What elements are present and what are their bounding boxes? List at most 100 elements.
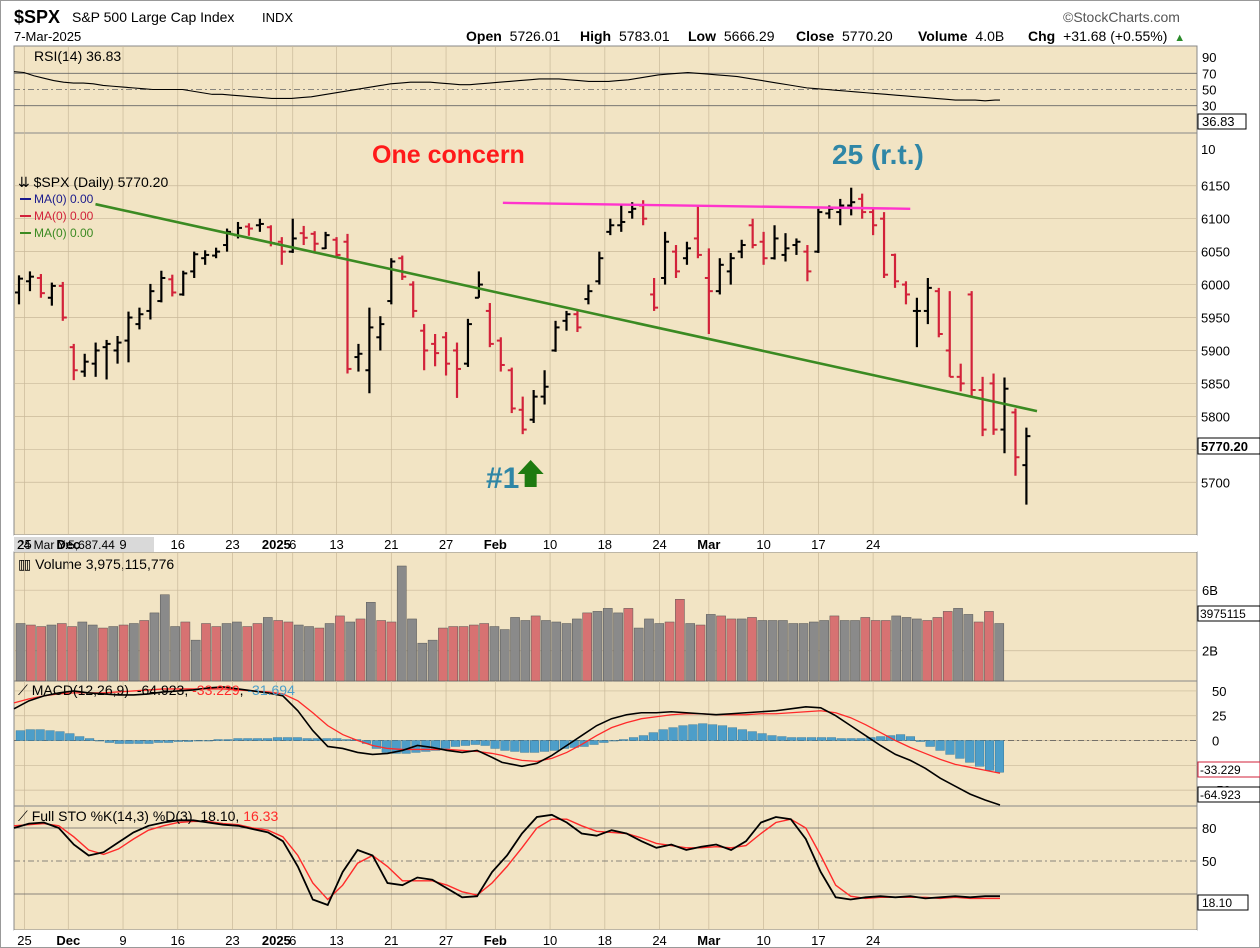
volume-bar xyxy=(129,623,139,682)
macd-hist-bar xyxy=(935,740,945,751)
macd-hist-bar xyxy=(342,739,352,741)
volume-bar xyxy=(664,621,675,682)
volume-bar xyxy=(56,623,67,682)
macd-hist-bar xyxy=(322,738,332,741)
volume-bar xyxy=(252,623,263,682)
volume-bar xyxy=(355,618,366,682)
price-x-axis-strip xyxy=(14,535,1197,552)
annotation-25-rt: 25 (r.t.) xyxy=(832,139,924,170)
volume-bar xyxy=(633,627,644,682)
volume-bar xyxy=(798,623,809,682)
macd-hist-bar xyxy=(460,740,470,746)
volume-bar xyxy=(530,615,541,682)
price-x-tick: Mar xyxy=(697,537,720,552)
macd-hist-bar xyxy=(183,740,194,742)
volume-bar xyxy=(541,620,551,682)
price-x-tick: 18 xyxy=(598,537,612,552)
sto-x-tick: 23 xyxy=(225,933,239,948)
macd-hist-bar xyxy=(797,737,807,741)
volume-bar xyxy=(273,620,283,682)
sto-panel: 80 50 ⟋ Full STO %K(14,3) %D(3) 18.10, 16… xyxy=(13,806,1249,948)
price-bar xyxy=(573,310,582,333)
price-bar xyxy=(80,353,89,377)
macd-hist-bar xyxy=(94,740,105,742)
macd-hist-bar xyxy=(915,740,925,742)
volume-bar xyxy=(942,611,953,682)
price-last-box xyxy=(1197,437,1260,455)
price-bar xyxy=(606,218,615,236)
volume-bar xyxy=(747,617,757,682)
sto-x-tick: 27 xyxy=(439,933,453,948)
chg-value: +31.68 (+0.55%) xyxy=(1063,28,1167,44)
volume-bar xyxy=(520,620,531,682)
volume-bar xyxy=(809,621,819,682)
chg-label: Chg xyxy=(1028,28,1055,44)
macd-hist-bar xyxy=(45,730,55,741)
macd-hist-bar xyxy=(104,740,114,743)
sto-y-axis: 80 50 xyxy=(14,806,1216,930)
price-x-tick: 13 xyxy=(329,537,343,552)
volume-bar xyxy=(15,623,26,682)
macd-hist-bar xyxy=(816,737,826,741)
price-bar xyxy=(91,342,100,377)
macd-hist-bar xyxy=(708,724,718,741)
price-bar xyxy=(168,274,177,297)
macd-hist-bar xyxy=(668,727,678,741)
macd-hist-bar xyxy=(717,725,728,741)
rsi-legend: RSI(14) 36.83 xyxy=(34,48,121,64)
sto-x-tick: Dec xyxy=(56,933,80,948)
volume-bar xyxy=(335,615,345,682)
low-value: 5666.29 xyxy=(724,28,775,44)
price-bar xyxy=(781,233,790,262)
price-x-tick: Dec xyxy=(56,537,80,552)
volume-bar xyxy=(716,615,726,682)
price-bar xyxy=(157,270,166,303)
volume-bar xyxy=(572,618,582,682)
macd-hist-bar xyxy=(272,737,283,741)
volume-bar xyxy=(623,608,634,682)
macd-hist-bar xyxy=(450,740,461,747)
macd-panel-bg xyxy=(13,680,1198,807)
price-bar xyxy=(803,245,812,282)
price-bar xyxy=(36,274,45,298)
macd-hist-bar xyxy=(836,738,846,741)
price-x-tick: 21 xyxy=(384,537,398,552)
macd-hist-bar xyxy=(846,738,856,741)
price-tick-6000: 6000 xyxy=(1201,278,1230,293)
sto-legend-prefix: Full STO %K(14,3) %D(3) xyxy=(32,808,193,824)
price-bar xyxy=(682,241,691,265)
macd-hist-bar xyxy=(985,740,995,771)
macd-hist-bar xyxy=(500,740,510,751)
volume-bar xyxy=(499,629,510,682)
macd-tick: 25 xyxy=(1212,709,1226,724)
price-bar xyxy=(124,311,133,363)
price-bar xyxy=(387,258,396,305)
macd-hist-bar xyxy=(737,729,747,741)
price-bar xyxy=(201,250,210,265)
date-readout-bg xyxy=(14,537,154,552)
volume-panel: ▥ Volume 3,975,115,776 6B 2B 3975115 xyxy=(14,552,1260,682)
macd-hist-bar xyxy=(391,740,401,754)
sto-x-tick: 6 xyxy=(289,933,296,948)
sto-x-tick: 2025 xyxy=(262,933,291,948)
price-bar xyxy=(967,291,976,397)
sto-x-tick: Feb xyxy=(484,933,507,948)
rsi-y-axis: 9070503010 xyxy=(14,46,1216,133)
volume-bar xyxy=(180,621,191,682)
price-bar xyxy=(704,248,713,334)
macd-hist-bar xyxy=(203,740,213,742)
price-bar xyxy=(661,231,670,285)
sto-x-axis: 111825Dec9162320256132127Feb101824Mar101… xyxy=(17,933,880,948)
macd-hist-bar xyxy=(539,740,550,752)
price-bar xyxy=(321,231,330,250)
price-x-tick: 25 xyxy=(17,537,31,552)
high-label: High xyxy=(580,28,611,44)
rsi-tick-30: 30 xyxy=(1202,99,1216,114)
volume-bar xyxy=(675,599,685,682)
sto-lines xyxy=(13,813,1000,907)
volume-bar xyxy=(108,626,119,682)
macd-hist-bar xyxy=(747,731,757,741)
macd-hist-bar xyxy=(490,740,500,749)
macd-tick: 50 xyxy=(1212,684,1226,699)
volume-bar xyxy=(190,639,201,682)
